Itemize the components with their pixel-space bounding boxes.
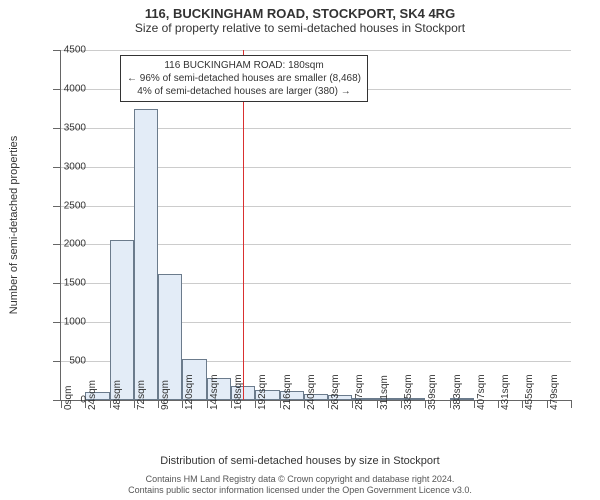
x-tick-label: 96sqm (160, 380, 171, 410)
x-tick-label: 24sqm (87, 380, 98, 410)
x-tick (231, 400, 232, 408)
annotation-line2: ← 96% of semi-detached houses are smalle… (127, 72, 361, 85)
annotation-box: 116 BUCKINGHAM ROAD: 180sqm← 96% of semi… (120, 55, 368, 102)
y-tick-label: 2000 (46, 239, 86, 250)
y-axis-title: Number of semi-detached properties (8, 136, 20, 315)
x-tick (328, 400, 329, 408)
x-tick-label: 0sqm (63, 386, 74, 410)
x-tick-label: 407sqm (476, 374, 487, 410)
x-tick-label: 311sqm (379, 375, 390, 410)
annotation-line1: 116 BUCKINGHAM ROAD: 180sqm (127, 59, 361, 72)
grid-line (61, 50, 571, 51)
chart-title: 116, BUCKINGHAM ROAD, STOCKPORT, SK4 4RG (0, 0, 600, 21)
x-tick (547, 400, 548, 408)
footer-line1: Contains HM Land Registry data © Crown c… (0, 474, 600, 485)
y-tick-label: 1000 (46, 317, 86, 328)
y-tick-label: 4500 (46, 45, 86, 56)
plot-area (60, 50, 571, 401)
footer: Contains HM Land Registry data © Crown c… (0, 474, 600, 496)
y-tick-label: 3000 (46, 161, 86, 172)
x-tick-label: 431sqm (500, 374, 511, 410)
x-tick (304, 400, 305, 408)
x-tick-label: 216sqm (282, 374, 293, 410)
x-tick-label: 479sqm (549, 374, 560, 410)
x-tick-label: 383sqm (452, 374, 463, 410)
x-tick-label: 144sqm (209, 374, 220, 410)
x-tick-label: 168sqm (233, 374, 244, 410)
chart-subtitle: Size of property relative to semi-detach… (0, 21, 600, 37)
x-tick-label: 48sqm (112, 380, 123, 410)
x-tick (207, 400, 208, 408)
x-tick-label: 240sqm (306, 374, 317, 410)
reference-line (243, 50, 244, 400)
x-tick-label: 455sqm (524, 374, 535, 410)
y-tick-label: 1500 (46, 278, 86, 289)
y-tick-label: 2500 (46, 200, 86, 211)
x-tick (280, 400, 281, 408)
x-tick (571, 400, 572, 408)
histogram-bar (110, 240, 134, 400)
x-tick-label: 335sqm (403, 374, 414, 410)
x-tick (158, 400, 159, 408)
x-tick (401, 400, 402, 408)
x-tick (474, 400, 475, 408)
x-tick (110, 400, 111, 408)
annotation-line3: 4% of semi-detached houses are larger (3… (127, 85, 361, 98)
x-tick-label: 120sqm (184, 374, 195, 410)
x-tick-label: 287sqm (354, 374, 365, 410)
x-tick-label: 192sqm (257, 374, 268, 410)
x-tick (134, 400, 135, 408)
x-axis-title: Distribution of semi-detached houses by … (0, 455, 600, 467)
x-tick (377, 400, 378, 408)
x-tick (498, 400, 499, 408)
y-tick-label: 500 (46, 356, 86, 367)
x-tick-label: 359sqm (427, 374, 438, 410)
y-tick-label: 4000 (46, 83, 86, 94)
chart-container: 116, BUCKINGHAM ROAD, STOCKPORT, SK4 4RG… (0, 0, 600, 500)
y-tick-label: 3500 (46, 122, 86, 133)
histogram-bar (134, 109, 158, 400)
x-tick (450, 400, 451, 408)
x-tick-label: 72sqm (136, 380, 147, 410)
x-tick-label: 263sqm (330, 374, 341, 410)
footer-line2: Contains public sector information licen… (0, 485, 600, 496)
